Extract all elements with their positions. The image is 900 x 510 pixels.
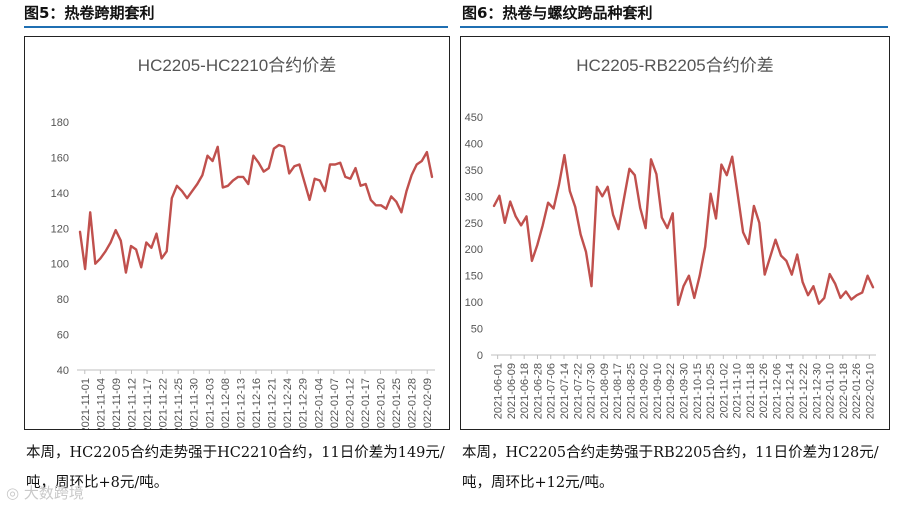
y-tick-label: 80	[57, 294, 69, 306]
figure-5-caption: 本周，HC2205合约走势强于HC2210合约，11日价差为149元/吨，周环比…	[26, 445, 445, 491]
x-tick-label: 2021-12-14	[785, 363, 797, 419]
x-tick-label: 2021-12-29	[298, 378, 310, 429]
x-tick-label: 2021-06-18	[519, 363, 531, 419]
y-tick-label: 120	[51, 223, 69, 235]
x-tick-label: 2021-11-22	[158, 378, 170, 429]
y-tick-label: 250	[465, 218, 483, 230]
x-tick-label: 2021-09-10	[652, 363, 664, 419]
x-tick-label: 2022-01-25	[391, 378, 403, 429]
x-tick-label: 2022-01-07	[329, 378, 341, 429]
x-tick-label: 2021-12-03	[204, 378, 216, 429]
x-tick-label: 2021-09-22	[665, 363, 677, 419]
chart-panel-left: HC2205-HC2210合约价差 40 60 80 100 120 140 160 180 2…	[24, 36, 450, 430]
y-tick-label: 300	[465, 191, 483, 203]
x-tick-label: 2021-11-01	[80, 378, 92, 429]
spread-series-line	[492, 153, 875, 306]
y-tick-label: 40	[57, 365, 69, 377]
y-tick-label: 100	[51, 259, 69, 271]
x-tick-label: 2021-08-25	[625, 363, 637, 419]
x-tick-label: 2021-12-08	[220, 378, 232, 429]
x-tick-label: 2021-11-17	[142, 378, 154, 429]
x-tick-label: 2021-09-30	[679, 363, 691, 419]
x-tick-label: 2021-11-09	[111, 378, 123, 429]
y-tick-label: 60	[57, 330, 69, 342]
x-tick-label: 2022-02-09	[422, 378, 434, 429]
y-tick-label: 400	[465, 138, 483, 150]
chart-panel-right: HC2205-RB2205合约价差 0 50 100 150 200 250 300 350 4…	[460, 36, 890, 430]
x-tick-label: 2021-06-09	[506, 363, 518, 419]
x-tick-label: 2021-11-18	[745, 363, 757, 418]
spread-series-line	[78, 143, 434, 274]
x-tick-label: 2022-02-10	[864, 363, 876, 419]
spread-chart-hc2205-rb2205: HC2205-RB2205合约价差 0 50 100 150 200 250 300 350 4…	[465, 56, 877, 419]
x-tick-label: 2021-08-09	[599, 363, 611, 419]
x-tick-label: 2021-11-26	[758, 363, 770, 418]
watermark-logo: ◎ 大数跨境	[6, 482, 84, 503]
y-tick-label: 180	[51, 117, 69, 129]
y-tick-label: 200	[465, 244, 483, 256]
chart-title: HC2205-HC2210合约价差	[138, 56, 336, 75]
x-tick-label: 2021-11-10	[732, 363, 744, 418]
figure-6-rule	[460, 26, 888, 28]
y-tick-label: 150	[465, 271, 483, 283]
x-tick-label: 2022-01-28	[407, 378, 419, 429]
x-tick-label: 2021-11-25	[173, 378, 185, 429]
x-tick-label: 2021-12-06	[771, 363, 783, 419]
y-tick-label: 450	[465, 112, 483, 124]
x-tick-label: 2021-08-17	[612, 363, 624, 419]
x-tick-label: 2021-07-06	[546, 363, 558, 419]
x-tick-label: 2021-12-21	[267, 378, 279, 429]
x-tick-label: 2021-12-13	[235, 378, 247, 429]
x-tick-label: 2021-12-30	[811, 363, 823, 419]
x-tick-label: 2021-06-01	[493, 363, 505, 419]
x-tick-label: 2021-11-04	[95, 378, 107, 429]
figure-6-heading: 图6：热卷与螺纹跨品种套利	[462, 4, 653, 22]
x-tick-label: 2021-11-12	[126, 378, 138, 429]
chart-title: HC2205-RB2205合约价差	[576, 56, 773, 75]
x-tick-label: 2022-01-17	[360, 378, 372, 429]
y-tick-label: 100	[465, 297, 483, 309]
y-tick-label: 160	[51, 152, 69, 164]
figure-6-caption: 本周，HC2205合约走势强于RB2205合约，11日价差为128元/吨，周环比…	[462, 445, 879, 491]
x-tick-label: 2022-01-12	[344, 378, 356, 429]
x-tick-label: 2022-01-04	[313, 378, 325, 429]
x-tick-label: 2021-07-30	[586, 363, 598, 419]
x-tick-label: 2022-01-18	[838, 363, 850, 419]
x-tick-label: 2021-06-28	[532, 363, 544, 419]
x-tick-label: 2022-01-10	[825, 363, 837, 419]
x-tick-label: 2021-12-24	[282, 378, 294, 429]
figure-5-heading: 图5：热卷跨期套利	[24, 4, 155, 22]
x-tick-label: 2021-11-30	[189, 378, 201, 429]
y-tick-label: 50	[471, 324, 483, 336]
watermark-icon: ◎	[6, 484, 20, 502]
x-tick-label: 2021-07-14	[559, 363, 571, 419]
x-tick-label: 2021-10-25	[705, 363, 717, 419]
x-tick-label: 2021-12-22	[798, 363, 810, 419]
x-tick-label: 2022-01-20	[376, 378, 388, 429]
watermark-text: 大数跨境	[23, 484, 84, 502]
x-tick-label: 2021-12-16	[251, 378, 263, 429]
spread-chart-hc2205-hc2210: HC2205-HC2210合约价差 40 60 80 100 120 140 160 180 2…	[51, 56, 435, 429]
figure-5-rule	[24, 26, 448, 28]
x-tick-label: 2022-01-26	[851, 363, 863, 419]
y-tick-label: 350	[465, 165, 483, 177]
y-tick-label: 140	[51, 188, 69, 200]
x-tick-label: 2021-10-15	[692, 363, 704, 419]
x-tick-label: 2021-07-22	[572, 363, 584, 419]
x-tick-label: 2021-11-02	[718, 363, 730, 418]
y-tick-label: 0	[477, 350, 483, 362]
x-tick-label: 2021-09-02	[639, 363, 651, 419]
